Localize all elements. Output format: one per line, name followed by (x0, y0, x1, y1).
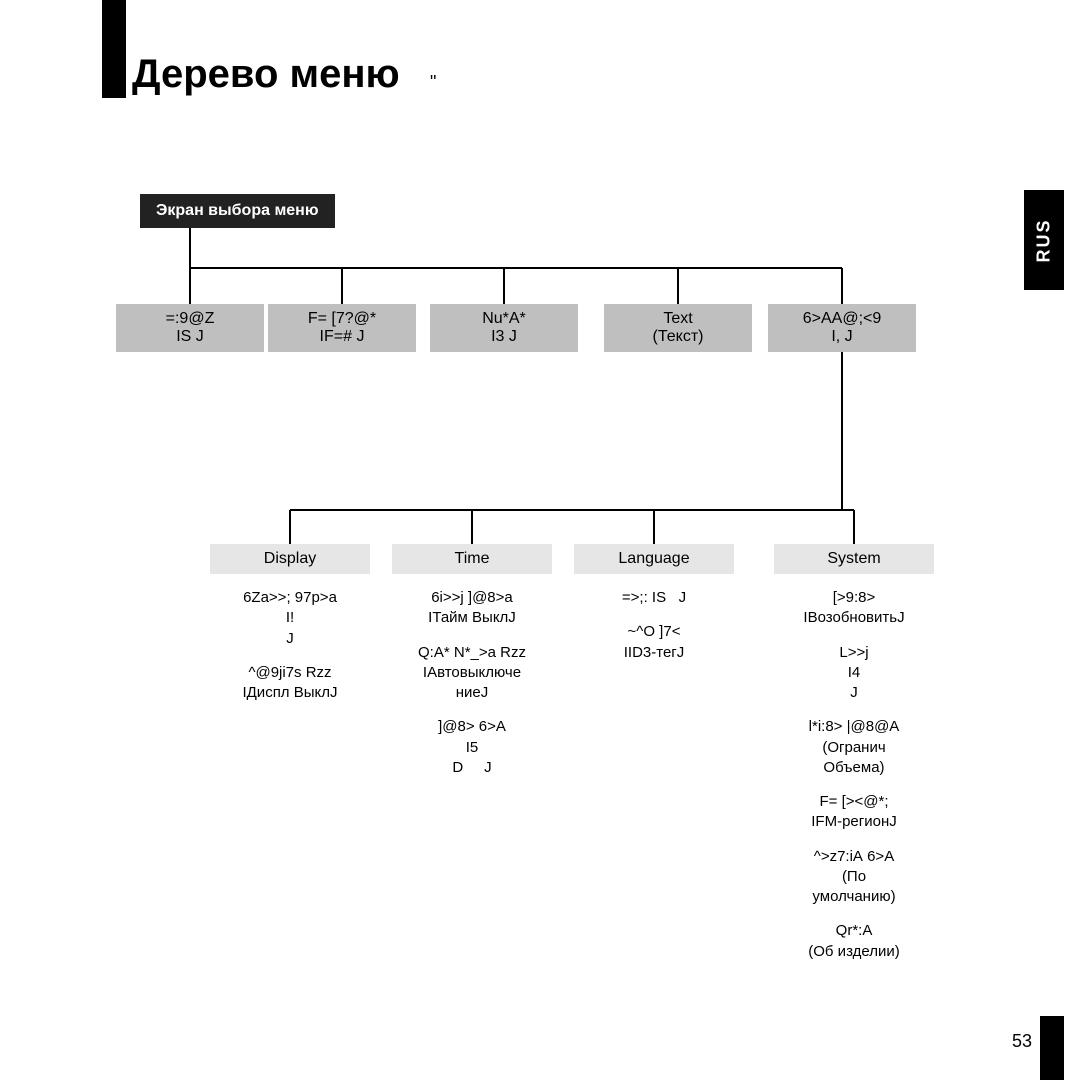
subtree-language: =>;: IS J ~^O ]7<IID3-тегJ (574, 588, 734, 677)
tree-l1-node: Text (Текст) (604, 304, 752, 352)
l1-sub: IS J (176, 328, 204, 345)
l1-label: =:9@Z (166, 310, 215, 327)
l1-sub: IF=# J (320, 328, 365, 345)
tree-leaf: 6Za>>; 97p>aI!J (210, 588, 370, 649)
decorative-vbar-top (102, 0, 126, 98)
language-tab-label: RUS (1034, 218, 1055, 262)
page-number: 53 (1012, 1031, 1032, 1052)
tree-l1-node: F= [7?@* IF=# J (268, 304, 416, 352)
subtree-system: [>9:8>IВозобновитьJ L>>jI4J l*i:8> |@8@A(О… (774, 588, 934, 976)
tree-leaf: [>9:8>IВозобновитьJ (774, 588, 934, 629)
tree-leaf: l*i:8> |@8@A(ОграничОбъема) (774, 717, 934, 778)
subtree-display: 6Za>>; 97p>aI!J ^@9ji7s RzzIДиспл ВыклJ (210, 588, 370, 717)
tree-root-label: Экран выбора меню (156, 202, 319, 219)
tree-leaf: ]@8> 6>AI5D J (392, 717, 552, 778)
tree-l2-node: Language (574, 544, 734, 574)
language-tab: RUS (1024, 190, 1064, 290)
l1-label: 6>AA@;<9 (803, 310, 882, 327)
l1-sub: I, J (831, 328, 852, 345)
tree-l2-node: Time (392, 544, 552, 574)
tree-l2-node: System (774, 544, 934, 574)
tree-leaf: L>>jI4J (774, 643, 934, 704)
tree-leaf: ~^O ]7<IID3-тегJ (574, 622, 734, 663)
tree-l1-node: =:9@Z IS J (116, 304, 264, 352)
title-quote: " (430, 72, 436, 93)
page-title: Дерево меню (132, 52, 400, 97)
l1-label: F= [7?@* (308, 310, 376, 327)
tree-leaf: F= [><@*;IFM-регионJ (774, 792, 934, 833)
tree-leaf: 6i>>j ]@8>aIТайм ВыклJ (392, 588, 552, 629)
l2-label: System (827, 550, 880, 567)
l2-label: Language (618, 550, 689, 567)
tree-l1-node: Nu*A* I3 J (430, 304, 578, 352)
tree-leaf: ^@9ji7s RzzIДиспл ВыклJ (210, 663, 370, 704)
tree-leaf: =>;: IS J (574, 588, 734, 608)
decorative-vbar-bottom (1040, 1016, 1064, 1080)
tree-leaf: Q:A* N*_>a RzzIАвтовыключениеJ (392, 643, 552, 704)
l1-sub: (Текст) (653, 328, 704, 345)
l1-sub: I3 J (491, 328, 517, 345)
tree-leaf: Qr*:A(Об изделии) (774, 921, 934, 962)
tree-l1-node: 6>AA@;<9 I, J (768, 304, 916, 352)
l1-label: Nu*A* (482, 310, 526, 327)
tree-leaf: ^>z7:iA 6>A(Поумолчанию) (774, 847, 934, 908)
tree-l2-node: Display (210, 544, 370, 574)
l2-label: Display (264, 550, 316, 567)
l1-label: Text (663, 310, 692, 327)
tree-root: Экран выбора меню (140, 194, 335, 228)
l2-label: Time (455, 550, 490, 567)
subtree-time: 6i>>j ]@8>aIТайм ВыклJ Q:A* N*_>a RzzIАвт… (392, 588, 552, 792)
